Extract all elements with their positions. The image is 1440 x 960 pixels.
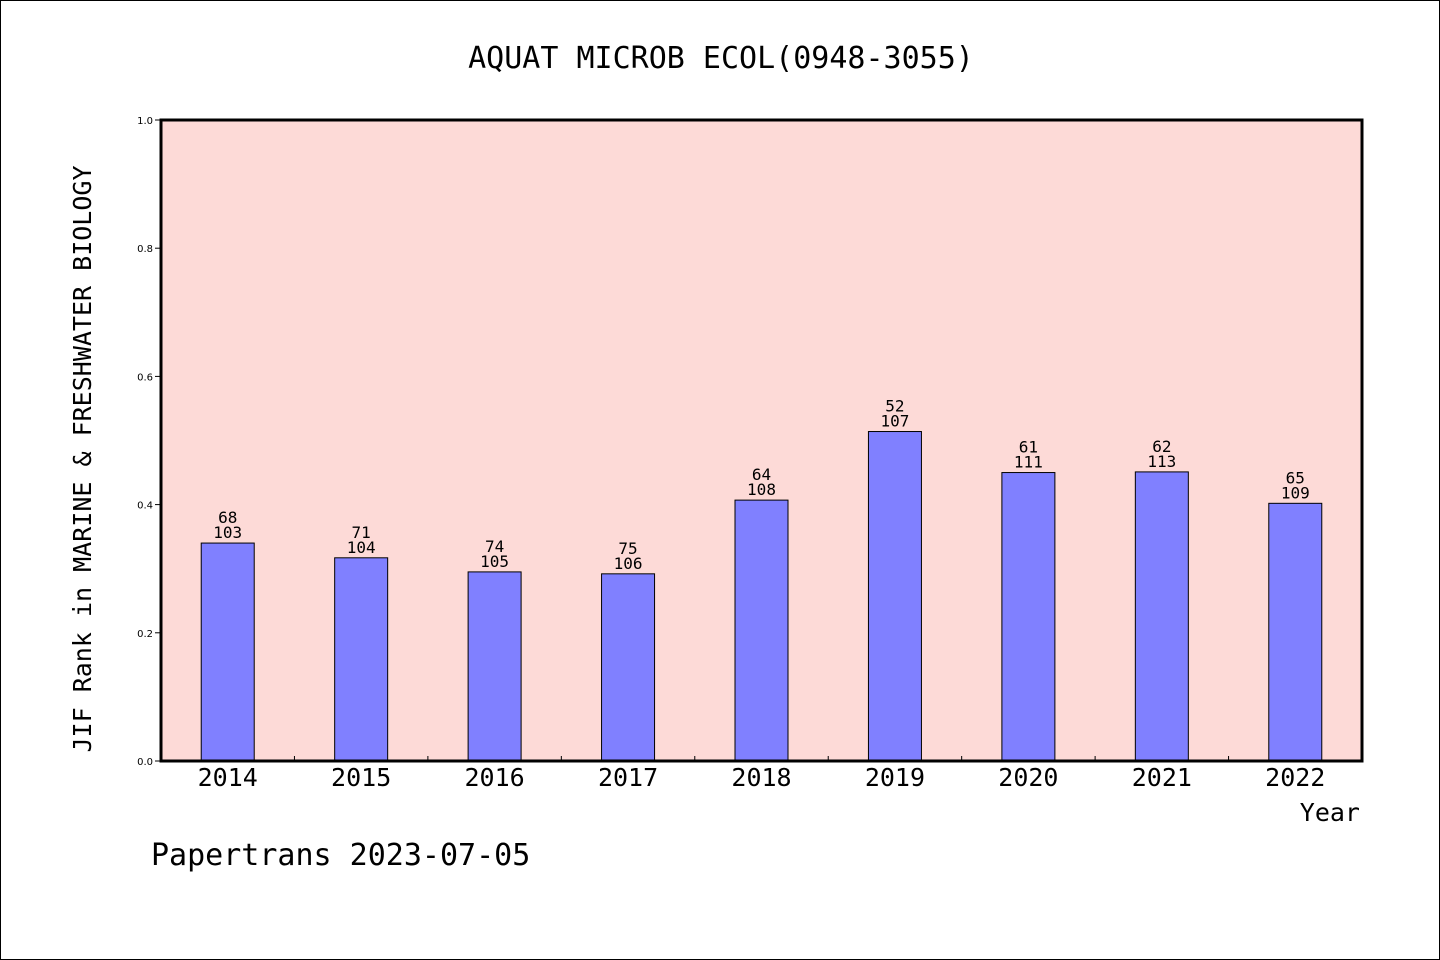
bar-series [200, 431, 1323, 762]
data-label-total: 113 [1147, 452, 1176, 471]
y-axis: 0.0 0.2 0.4 0.6 0.8 1.0 [137, 116, 161, 768]
data-label-rank: 74 [485, 537, 504, 556]
bar [1001, 472, 1056, 762]
x-tick-label: 2016 [465, 763, 525, 792]
y-tick-label: 0.0 [137, 757, 153, 768]
bar [601, 573, 656, 762]
data-label-total: 108 [747, 480, 776, 499]
bar [734, 499, 789, 762]
x-tick-label: 2020 [998, 763, 1058, 792]
bar [1134, 471, 1189, 762]
data-label-rank: 71 [352, 523, 371, 542]
data-label-total: 106 [614, 554, 643, 573]
bar [867, 431, 922, 762]
data-label-total: 103 [213, 523, 242, 542]
plot-frame [159, 118, 1364, 763]
bar [334, 557, 389, 762]
y-axis-label: JIF Rank in MARINE & FRESHWATER BIOLOGY [68, 166, 97, 753]
data-label-total: 104 [347, 538, 376, 557]
data-label-rank: 64 [752, 465, 771, 484]
data-label-total: 111 [1014, 453, 1043, 472]
data-label-total: 105 [480, 552, 509, 571]
x-tick-label: 2017 [598, 763, 658, 792]
x-tick-label: 2014 [198, 763, 258, 792]
y-tick-label: 1.0 [137, 116, 153, 127]
y-tick-label: 0.2 [137, 629, 153, 640]
y-tick-label: 0.6 [137, 372, 153, 383]
chart-title: AQUAT MICROB ECOL(0948-3055) [468, 41, 974, 76]
bar [200, 542, 255, 762]
data-label-rank: 68 [218, 508, 237, 527]
footer-credit: Papertrans 2023-07-05 [151, 838, 530, 873]
x-tick-label: 2015 [331, 763, 391, 792]
data-label-rank: 62 [1152, 437, 1171, 456]
data-label-total: 107 [880, 412, 909, 431]
x-tick-label: 2022 [1265, 763, 1325, 792]
bar [467, 571, 522, 762]
data-label-rank: 61 [1019, 438, 1038, 457]
data-label-rank: 75 [618, 539, 637, 558]
data-label-total: 109 [1281, 483, 1310, 502]
x-axis: 2014 2015 2016 2017 2018 2019 2020 2021 2022 [198, 756, 1325, 792]
x-axis-label: Year [1300, 798, 1360, 827]
bar [1268, 502, 1323, 762]
y-tick-label: 0.4 [137, 501, 153, 512]
x-tick-label: 2021 [1132, 763, 1192, 792]
data-label-rank: 65 [1286, 468, 1305, 487]
x-tick-label: 2019 [865, 763, 925, 792]
x-tick-label: 2018 [731, 763, 791, 792]
data-label-rank: 52 [885, 397, 904, 416]
y-tick-label: 0.8 [137, 244, 153, 255]
